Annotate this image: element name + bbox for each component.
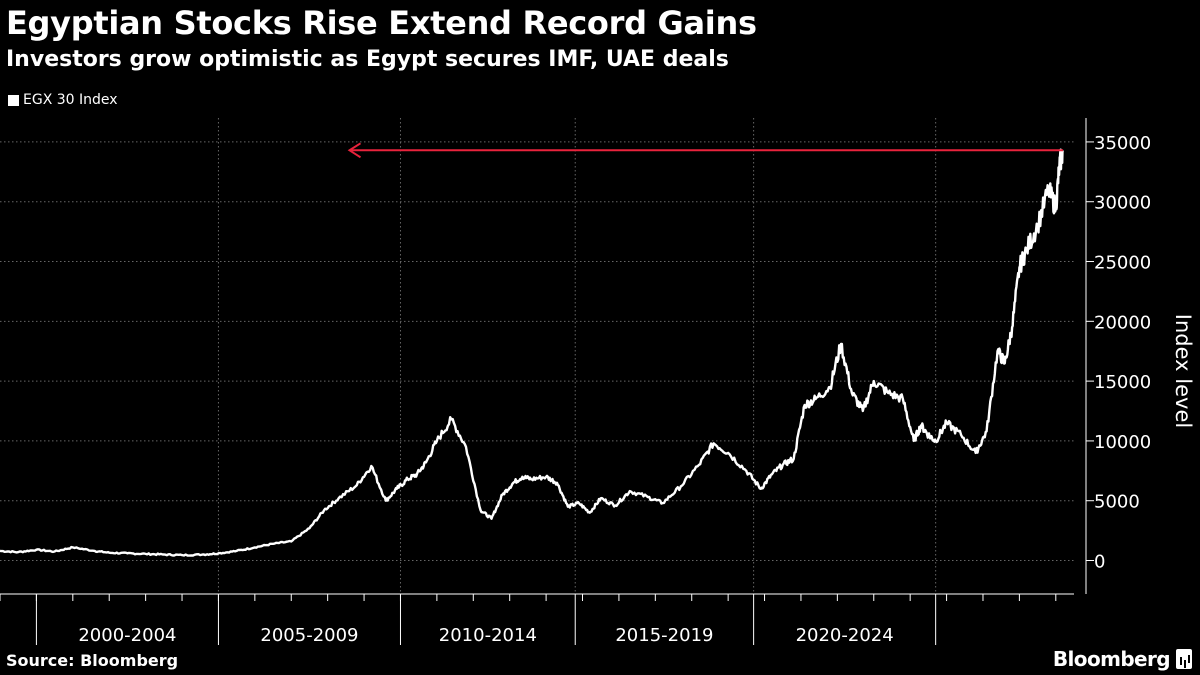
legend-swatch — [8, 94, 19, 106]
y-tick-label: 20000 — [1094, 312, 1151, 333]
x-period-label: 2015-2019 — [615, 625, 713, 646]
record-arrow-head — [347, 142, 362, 159]
bloomberg-logo: Bloomberg — [1053, 647, 1192, 671]
y-tick-label: 15000 — [1094, 372, 1151, 393]
grid-layer — [0, 118, 1074, 594]
logo-text: Bloomberg — [1052, 647, 1171, 671]
y-tick-label: 25000 — [1094, 253, 1151, 274]
x-period-label: 2000-2004 — [78, 625, 176, 646]
x-period-label: 2005-2009 — [260, 625, 358, 646]
x-period-label: 2010-2014 — [439, 625, 537, 646]
y-axis-label: Index level — [1171, 314, 1195, 428]
annotation-layer — [347, 142, 1064, 159]
x-period-label: 2020-2024 — [796, 625, 894, 646]
y-tick-label: 35000 — [1094, 133, 1151, 154]
chart-badge-icon — [1176, 649, 1192, 669]
y-tick-label: 0 — [1094, 552, 1105, 573]
series-layer — [0, 148, 1065, 557]
page-subtitle: Investors grow optimistic as Egypt secur… — [6, 47, 729, 72]
legend: EGX 30 Index — [8, 92, 118, 108]
series-line-egx30 — [0, 148, 1065, 557]
y-tick-label: 10000 — [1094, 432, 1151, 453]
page-title: Egyptian Stocks Rise Extend Record Gains — [6, 4, 757, 42]
source-note: Source: Bloomberg — [6, 651, 179, 670]
axis-layer: 0 5000 10000 15000 20000 25000 30000 35000 2000-… — [0, 118, 1151, 646]
legend-label: EGX 30 Index — [23, 92, 118, 108]
y-tick-label: 5000 — [1094, 492, 1140, 513]
y-tick-label: 30000 — [1094, 193, 1151, 214]
